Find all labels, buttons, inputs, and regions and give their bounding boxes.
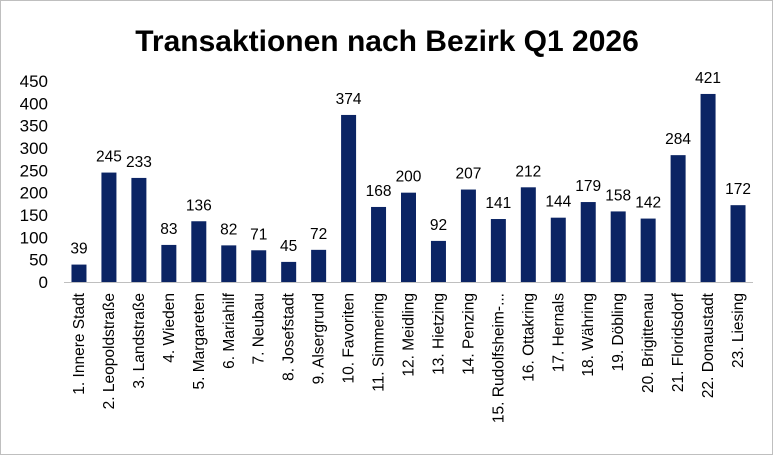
x-category-label: 23. Liesing	[730, 293, 747, 368]
y-tick-label: 100	[20, 228, 48, 247]
bar-value-label: 233	[126, 154, 152, 171]
bar-value-label: 144	[545, 194, 571, 211]
x-category-label: 11. Simmering	[371, 293, 388, 392]
bar	[71, 264, 87, 282]
bar	[191, 221, 207, 282]
x-category-label: 12. Meidling	[401, 293, 418, 377]
x-category-label: 16. Ottakring	[520, 293, 537, 382]
y-tick-label: 150	[20, 206, 48, 225]
bar-value-label: 45	[280, 238, 297, 255]
bar	[221, 245, 237, 282]
x-category-label: 20. Brigittenau	[640, 293, 657, 393]
x-category-label: 1. Innere Stadt	[71, 292, 88, 394]
bar	[670, 155, 686, 282]
x-category-label: 9. Alsergrund	[311, 293, 328, 384]
bar	[311, 249, 327, 282]
bar-value-label: 141	[485, 195, 511, 212]
bar-value-label: 284	[665, 131, 691, 148]
y-tick-label: 350	[20, 117, 48, 136]
bar	[430, 240, 446, 282]
y-axis-ticks: 0 50 100 150 200 250 300 350 400 450	[20, 72, 48, 292]
bar-value-label: 71	[250, 226, 267, 243]
y-tick-label: 300	[20, 139, 48, 158]
x-category-label: 10. Favoriten	[341, 293, 358, 383]
chart-title: Transaktionen nach Bezirk Q1 2026	[135, 25, 639, 58]
x-axis-category-labels: 1. Innere Stadt 2. Leopoldstraße 3. Landst…	[71, 292, 747, 423]
x-category-label: 18. Währing	[580, 293, 597, 377]
bar-value-label: 158	[605, 187, 631, 204]
bar-value-label: 421	[695, 70, 721, 87]
bar-value-label: 142	[635, 195, 661, 212]
x-category-label: 5. Margareten	[191, 293, 208, 390]
bar	[610, 211, 626, 282]
bar-series	[71, 93, 746, 283]
bar	[730, 205, 746, 282]
y-tick-label: 400	[20, 94, 48, 113]
bar-value-label: 82	[220, 221, 237, 238]
bar-value-label: 179	[575, 178, 601, 195]
x-category-label: 4. Wieden	[161, 293, 178, 363]
bar	[101, 172, 117, 282]
bar-value-label: 374	[336, 91, 362, 108]
bar	[580, 202, 596, 282]
y-tick-label: 50	[29, 251, 48, 270]
y-tick-label: 450	[20, 72, 48, 91]
x-category-label: 6. Mariahilf	[221, 292, 238, 368]
bar	[401, 192, 416, 282]
bar	[550, 217, 566, 282]
y-tick-label: 0	[39, 273, 48, 292]
x-category-label: 13. Hietzing	[430, 293, 447, 375]
bar	[640, 218, 656, 282]
bar	[341, 114, 357, 283]
bar-value-label: 212	[515, 163, 541, 180]
bar	[161, 244, 177, 282]
x-category-label: 21. Floridsdorf	[670, 292, 687, 392]
x-category-label: 17. Hernals	[550, 293, 567, 373]
y-tick-label: 200	[20, 184, 48, 203]
x-category-label: 7. Neubau	[251, 293, 268, 365]
bar-value-label: 200	[396, 169, 422, 186]
x-category-label: 14. Penzing	[460, 293, 477, 375]
x-category-label: 8. Josefstadt	[281, 292, 298, 381]
bar-value-label: 83	[160, 221, 177, 238]
bar-value-label: 92	[430, 217, 447, 234]
x-category-label: 22. Donaustadt	[700, 292, 717, 398]
bar	[371, 206, 387, 282]
bar	[131, 177, 147, 282]
bar	[281, 261, 297, 282]
bar	[460, 189, 476, 282]
bar-value-label: 39	[70, 241, 87, 258]
y-tick-label: 250	[20, 161, 48, 180]
bar	[700, 93, 716, 282]
bar-value-label: 136	[186, 197, 212, 214]
bar	[490, 219, 506, 282]
bar-value-label: 245	[96, 149, 122, 166]
x-category-label: 15. Rudolfsheim-...	[490, 293, 507, 423]
x-category-label: 19. Döbling	[610, 293, 627, 371]
x-category-label: 3. Landstraße	[131, 293, 148, 389]
bar	[520, 187, 536, 282]
bar-value-label: 172	[725, 181, 751, 198]
bar-value-label: 72	[310, 226, 327, 243]
bar-value-label: 168	[366, 183, 392, 200]
bar	[251, 250, 267, 282]
bar-value-label: 207	[455, 166, 481, 183]
x-category-label: 2. Leopoldstraße	[101, 293, 118, 409]
